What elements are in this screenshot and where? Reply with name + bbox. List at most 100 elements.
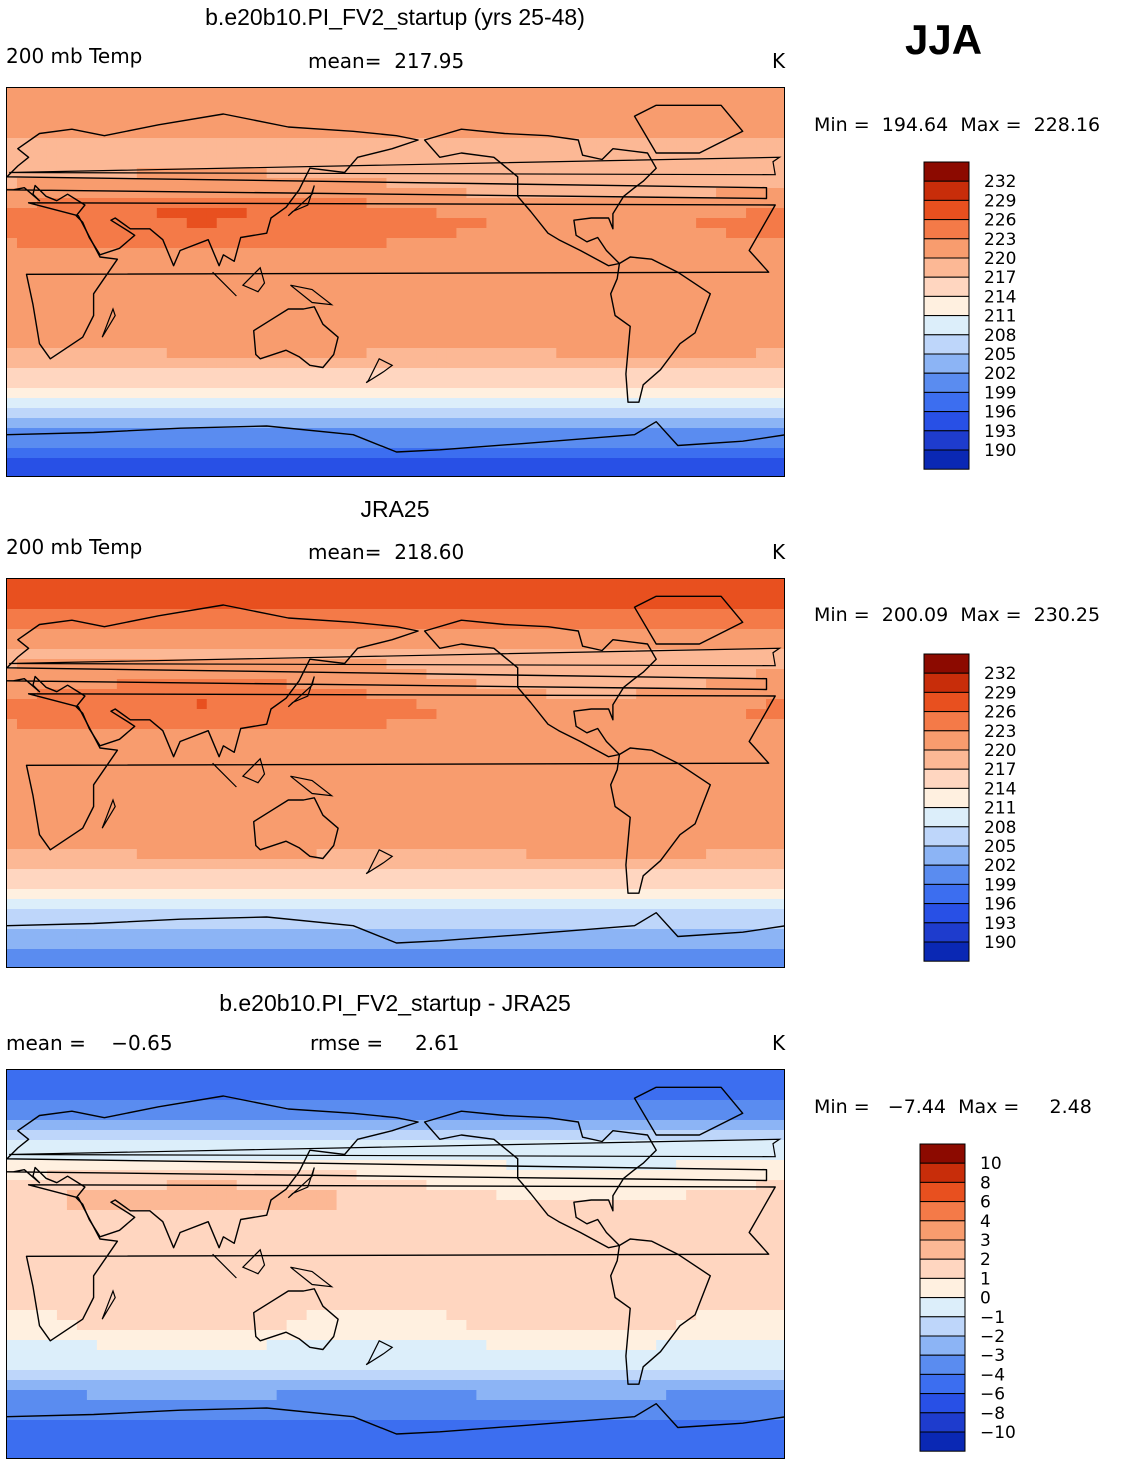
- colorbar-tick-label: 1: [980, 1269, 991, 1289]
- colorbar-tick-label: 10: [980, 1154, 1002, 1174]
- colorbar-box: [923, 672, 970, 693]
- colorbar-box: [923, 411, 970, 432]
- colorbar-tick-label: 4: [980, 1212, 991, 1232]
- colorbar-tick-label: 2: [980, 1250, 991, 1270]
- colorbar-box: [923, 219, 970, 240]
- season-label: JJA: [905, 16, 983, 63]
- panel-3-title: b.e20b10.PI_FV2_startup - JRA25: [219, 990, 571, 1016]
- panel-3-colorbar: 10 8 6 4 3 2 1 0 −1 −2 −3 −4 −6 −8 −10: [919, 1143, 1030, 1454]
- colorbar-tick-label: 199: [984, 875, 1016, 895]
- colorbar-tick-label: −8: [980, 1404, 1005, 1424]
- colorbar-tick-label: 229: [984, 683, 1016, 703]
- panel-3-contour-field: [7, 1070, 784, 1458]
- panel-2-map: [6, 578, 785, 968]
- colorbar-tick-label: 190: [984, 441, 1016, 461]
- colorbar-tick-label: 220: [984, 741, 1016, 761]
- panel-1-colorbar: 232 229 226 223 220 217 214 211 208 205 202 199 196 1…: [923, 161, 1034, 472]
- panel-1-contour-field: [7, 88, 784, 476]
- colorbar-tick-label: −3: [980, 1346, 1005, 1366]
- colorbar-box: [923, 845, 970, 866]
- colorbar-box: [919, 1277, 966, 1299]
- panel-2-mean-label: mean= 218.60: [308, 540, 465, 564]
- panel-2-variable-label: 200 mb Temp: [6, 535, 143, 559]
- colorbar-box: [923, 315, 970, 336]
- panel-1-title: b.e20b10.PI_FV2_startup (yrs 25-48): [205, 4, 585, 30]
- panel-3-rmse-label: rmse = 2.61: [310, 1031, 460, 1055]
- colorbar-box: [923, 864, 970, 885]
- colorbar-tick-label: 199: [984, 383, 1016, 403]
- colorbar-box: [923, 941, 970, 962]
- colorbar-tick-label: 226: [984, 703, 1016, 723]
- colorbar-tick-label: 8: [980, 1173, 991, 1193]
- colorbar-box: [923, 768, 970, 789]
- colorbar-box: [923, 449, 970, 470]
- panel-1-minmax: Min = 194.64 Max = 228.16: [814, 114, 1101, 136]
- colorbar-box: [919, 1393, 966, 1414]
- colorbar-box: [923, 334, 970, 355]
- colorbar-box: [919, 1335, 966, 1356]
- colorbar-tick-label: −1: [980, 1308, 1005, 1328]
- colorbar-box: [919, 1373, 966, 1395]
- colorbar-box: [923, 653, 970, 674]
- colorbar-box: [919, 1297, 966, 1318]
- colorbar-tick-label: 217: [984, 268, 1016, 288]
- colorbar-tick-label: 229: [984, 191, 1016, 211]
- panel-2-units: K: [772, 540, 786, 564]
- colorbar-box: [923, 238, 970, 259]
- colorbar-box: [919, 1239, 966, 1260]
- colorbar-tick-label: 3: [980, 1231, 991, 1251]
- colorbar-tick-label: 232: [984, 172, 1016, 192]
- colorbar-box: [923, 353, 970, 374]
- colorbar-tick-label: 6: [980, 1193, 991, 1213]
- colorbar-tick-label: −2: [980, 1327, 1005, 1347]
- colorbar-tick-label: 220: [984, 249, 1016, 269]
- colorbar-box: [923, 787, 970, 809]
- colorbar-box: [923, 807, 970, 828]
- panel-1-map: [6, 87, 785, 477]
- colorbar-box: [923, 903, 970, 924]
- colorbar-tick-label: 211: [984, 799, 1016, 819]
- colorbar-box: [919, 1316, 966, 1337]
- colorbar-box: [919, 1412, 966, 1433]
- colorbar-box: [923, 372, 970, 393]
- colorbar-box: [923, 161, 970, 182]
- colorbar-box: [923, 883, 970, 905]
- panel-2-minmax: Min = 200.09 Max = 230.25: [814, 604, 1101, 626]
- colorbar-tick-label: 223: [984, 722, 1016, 742]
- panel-1-mean-label: mean= 217.95: [308, 49, 465, 73]
- colorbar-box: [919, 1143, 966, 1164]
- colorbar-tick-label: 211: [984, 307, 1016, 327]
- colorbar-box: [919, 1431, 966, 1452]
- colorbar-tick-label: 214: [984, 779, 1016, 799]
- colorbar-tick-label: 208: [984, 326, 1016, 346]
- colorbar-tick-label: 190: [984, 933, 1016, 953]
- colorbar-box: [923, 922, 970, 943]
- panel-1-variable-label: 200 mb Temp: [6, 44, 143, 68]
- colorbar-tick-label: 223: [984, 230, 1016, 250]
- colorbar-box: [923, 199, 970, 221]
- colorbar-tick-label: −4: [980, 1365, 1005, 1385]
- panel-2-title: JRA25: [360, 496, 430, 522]
- colorbar-tick-label: 196: [984, 403, 1016, 423]
- colorbar-box: [923, 826, 970, 847]
- colorbar-box: [919, 1220, 966, 1241]
- panel-1-units: K: [772, 49, 786, 73]
- colorbar-box: [923, 257, 970, 278]
- colorbar-tick-label: 214: [984, 287, 1016, 307]
- colorbar-box: [919, 1354, 966, 1375]
- panel-3-mean-label: mean = −0.65: [6, 1031, 173, 1055]
- colorbar-tick-label: 208: [984, 818, 1016, 838]
- colorbar-box: [923, 391, 970, 413]
- colorbar-box: [923, 749, 970, 770]
- panel-2-colorbar: 232 229 226 223 220 217 214 211 208 205 202 199 196 1…: [923, 653, 1034, 964]
- colorbar-box: [923, 430, 970, 451]
- colorbar-box: [923, 295, 970, 317]
- colorbar-tick-label: 232: [984, 664, 1016, 684]
- panel-2-contour-field: [7, 579, 784, 967]
- panel-3-map: [6, 1069, 785, 1459]
- colorbar-box: [923, 691, 970, 713]
- colorbar-box: [919, 1258, 966, 1279]
- colorbar-tick-label: 193: [984, 422, 1016, 442]
- colorbar-tick-label: 0: [980, 1289, 991, 1309]
- colorbar-box: [919, 1162, 966, 1183]
